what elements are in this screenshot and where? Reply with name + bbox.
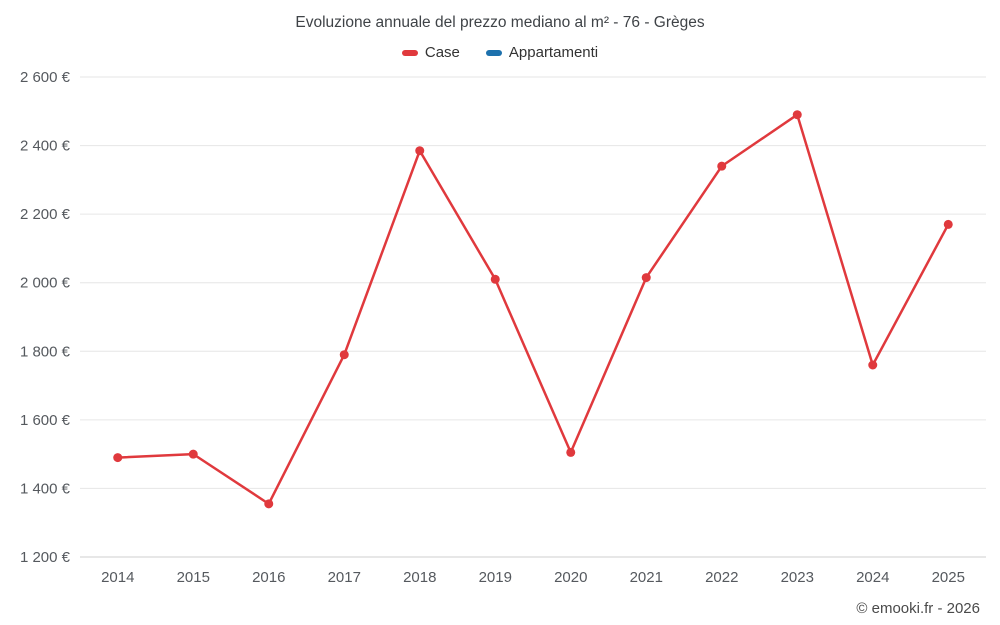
data-point[interactable]: [264, 499, 274, 509]
x-axis-label: 2021: [630, 569, 663, 586]
data-point[interactable]: [792, 110, 802, 120]
data-point[interactable]: [566, 447, 576, 457]
y-axis-label: 2 000 €: [20, 275, 71, 292]
data-point[interactable]: [415, 146, 425, 156]
x-axis-label: 2018: [403, 569, 436, 586]
y-axis-label: 2 600 €: [20, 69, 71, 86]
y-axis-label: 2 200 €: [20, 206, 71, 223]
y-axis-label: 1 200 €: [20, 549, 71, 566]
y-axis-label: 1 800 €: [20, 343, 71, 360]
x-axis-label: 2014: [101, 569, 134, 586]
y-axis-label: 1 600 €: [20, 412, 71, 429]
x-axis-label: 2023: [781, 569, 814, 586]
legend-item-case[interactable]: Case: [401, 44, 460, 61]
data-point[interactable]: [717, 161, 727, 171]
y-axis-label: 1 400 €: [20, 480, 71, 497]
data-point[interactable]: [868, 360, 878, 370]
legend-marker-case: [401, 49, 418, 56]
x-axis-label: 2024: [856, 569, 889, 586]
data-point[interactable]: [339, 350, 349, 360]
x-axis-label: 2022: [705, 569, 738, 586]
legend-marker-appartamenti: [485, 49, 502, 56]
x-axis-label: 2020: [554, 569, 587, 586]
legend: Case Appartamenti: [0, 44, 1000, 61]
copyright-text: © emooki.fr - 2026: [856, 600, 980, 617]
data-point[interactable]: [113, 453, 123, 463]
data-point[interactable]: [188, 449, 198, 459]
data-point[interactable]: [490, 274, 500, 284]
x-axis-label: 2015: [177, 569, 210, 586]
legend-label-case: Case: [424, 44, 460, 61]
legend-label-appartamenti: Appartamenti: [508, 44, 599, 61]
x-axis-label: 2017: [328, 569, 361, 586]
series-line-case: [116, 113, 950, 506]
x-axis-label: 2019: [479, 569, 512, 586]
y-axis-label: 2 400 €: [20, 138, 71, 155]
x-axis-label: 2025: [932, 569, 965, 586]
legend-item-appartamenti[interactable]: Appartamenti: [485, 44, 599, 61]
data-point[interactable]: [641, 273, 651, 283]
data-point[interactable]: [943, 219, 953, 229]
chart-title: Evoluzione annuale del prezzo mediano al…: [295, 14, 705, 31]
x-axis-label: 2016: [252, 569, 285, 586]
